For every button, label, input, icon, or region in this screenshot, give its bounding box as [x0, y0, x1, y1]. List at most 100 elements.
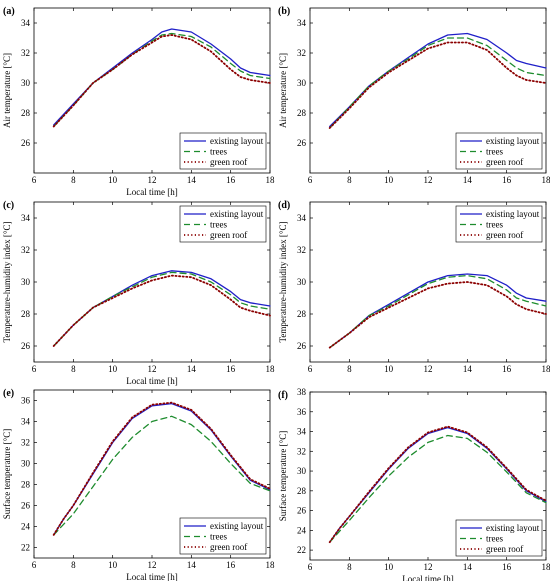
- series-line-existing-layout: [53, 270, 271, 347]
- y-tick-label: 26: [21, 341, 31, 351]
- chart-panel-1: (a) 6 8 10 12 14 16 18 26 28 30 32 34 Local time [h] A…: [2, 6, 275, 197]
- legend-label: existing layout: [210, 136, 264, 146]
- x-tick-label: 14: [187, 175, 197, 185]
- x-tick-label: 8: [347, 364, 352, 374]
- y-tick-label: 30: [21, 459, 31, 469]
- x-tick-label: 14: [187, 364, 197, 374]
- y-axis-label: Air temperature [°C]: [278, 53, 288, 128]
- y-tick-label: 34: [297, 18, 307, 28]
- y-tick-label: 32: [297, 446, 306, 456]
- y-tick-label: 28: [21, 108, 31, 118]
- y-tick-label: 34: [21, 417, 31, 427]
- x-tick-label: 18: [266, 560, 276, 570]
- x-tick-label: 8: [71, 364, 76, 374]
- x-tick-label: 12: [424, 175, 433, 185]
- legend-label: green roof: [210, 230, 247, 240]
- legend-label: trees: [210, 220, 227, 230]
- x-tick-label: 6: [308, 175, 313, 185]
- y-axis-label: Air temperature [°C]: [2, 53, 12, 128]
- y-tick-label: 34: [297, 213, 307, 223]
- y-tick-label: 28: [297, 309, 307, 319]
- y-tick-label: 32: [21, 48, 30, 58]
- y-tick-label: 32: [297, 245, 306, 255]
- legend-label: existing layout: [486, 209, 540, 219]
- y-tick-label: 30: [297, 277, 307, 287]
- panel-label: (a): [3, 6, 15, 17]
- y-tick-label: 30: [21, 78, 31, 88]
- legend-label: existing layout: [210, 209, 264, 219]
- y-tick-label: 28: [21, 480, 31, 490]
- series-line-green-roof: [328, 41, 547, 129]
- x-tick-label: 16: [226, 175, 236, 185]
- series-line-green-roof: [52, 274, 271, 347]
- x-tick-label: 10: [384, 562, 394, 572]
- x-tick-label: 14: [187, 560, 197, 570]
- x-axis-label: Local time [h]: [402, 574, 453, 581]
- legend-label: existing layout: [210, 521, 264, 531]
- series-line-green-roof: [52, 34, 271, 128]
- legend-label: existing layout: [486, 523, 540, 533]
- x-tick-label: 16: [502, 364, 512, 374]
- legend-label: trees: [210, 147, 227, 157]
- x-tick-label: 14: [463, 175, 473, 185]
- series-line-trees: [329, 434, 547, 543]
- legend-label: green roof: [210, 542, 247, 552]
- x-tick-label: 10: [384, 364, 394, 374]
- legend-label: green roof: [486, 544, 523, 554]
- x-tick-label: 16: [502, 562, 512, 572]
- legend-label: trees: [486, 534, 503, 544]
- y-tick-label: 32: [297, 48, 306, 58]
- series-line-trees: [53, 32, 271, 128]
- panel-label: (e): [3, 388, 14, 399]
- y-tick-label: 36: [21, 396, 31, 406]
- y-tick-label: 26: [21, 501, 31, 511]
- y-tick-label: 34: [21, 213, 31, 223]
- series-line-green-roof: [328, 281, 547, 349]
- x-tick-label: 10: [108, 175, 118, 185]
- y-tick-label: 26: [21, 138, 31, 148]
- chart-panel-2: (b) 6 8 10 12 14 16 18 26 28 30 32 34 Air temperature…: [278, 6, 550, 185]
- panel-label: (f): [278, 390, 288, 401]
- y-tick-label: 34: [21, 18, 31, 28]
- series-line-trees: [53, 271, 271, 347]
- y-axis-label: Temperature-humidity index [°C]: [278, 222, 288, 343]
- y-tick-label: 28: [21, 309, 31, 319]
- x-tick-label: 18: [266, 364, 276, 374]
- series-line-existing-layout: [329, 273, 547, 349]
- y-tick-label: 28: [297, 486, 307, 496]
- y-tick-label: 26: [297, 138, 307, 148]
- x-tick-label: 14: [463, 364, 473, 374]
- panel-label: (c): [3, 200, 14, 211]
- x-tick-label: 12: [148, 560, 157, 570]
- legend-label: trees: [210, 532, 227, 542]
- y-tick-label: 32: [21, 245, 30, 255]
- y-tick-label: 30: [21, 277, 31, 287]
- series-line-existing-layout: [329, 32, 547, 128]
- x-tick-label: 8: [71, 175, 76, 185]
- y-axis-label: Surface temperature [°C]: [2, 429, 12, 520]
- x-tick-label: 16: [226, 560, 236, 570]
- y-tick-label: 26: [297, 341, 307, 351]
- series-line-trees: [329, 37, 547, 129]
- y-tick-label: 24: [21, 522, 31, 532]
- x-tick-label: 6: [308, 562, 313, 572]
- x-axis-label: Local time [h]: [126, 572, 177, 581]
- x-tick-label: 18: [542, 175, 550, 185]
- x-tick-label: 16: [502, 175, 512, 185]
- legend-label: green roof: [486, 157, 523, 167]
- series-line-green-roof: [52, 401, 271, 536]
- y-tick-label: 22: [297, 545, 306, 555]
- series-line-existing-layout: [53, 402, 271, 536]
- x-axis-label: Local time [h]: [126, 376, 177, 386]
- y-tick-label: 32: [21, 438, 30, 448]
- x-tick-label: 16: [226, 364, 236, 374]
- x-axis-label: Local time [h]: [126, 187, 177, 197]
- y-axis-label: Temperature-humidity index [°C]: [2, 222, 12, 343]
- x-tick-label: 18: [542, 562, 550, 572]
- y-tick-label: 24: [297, 525, 307, 535]
